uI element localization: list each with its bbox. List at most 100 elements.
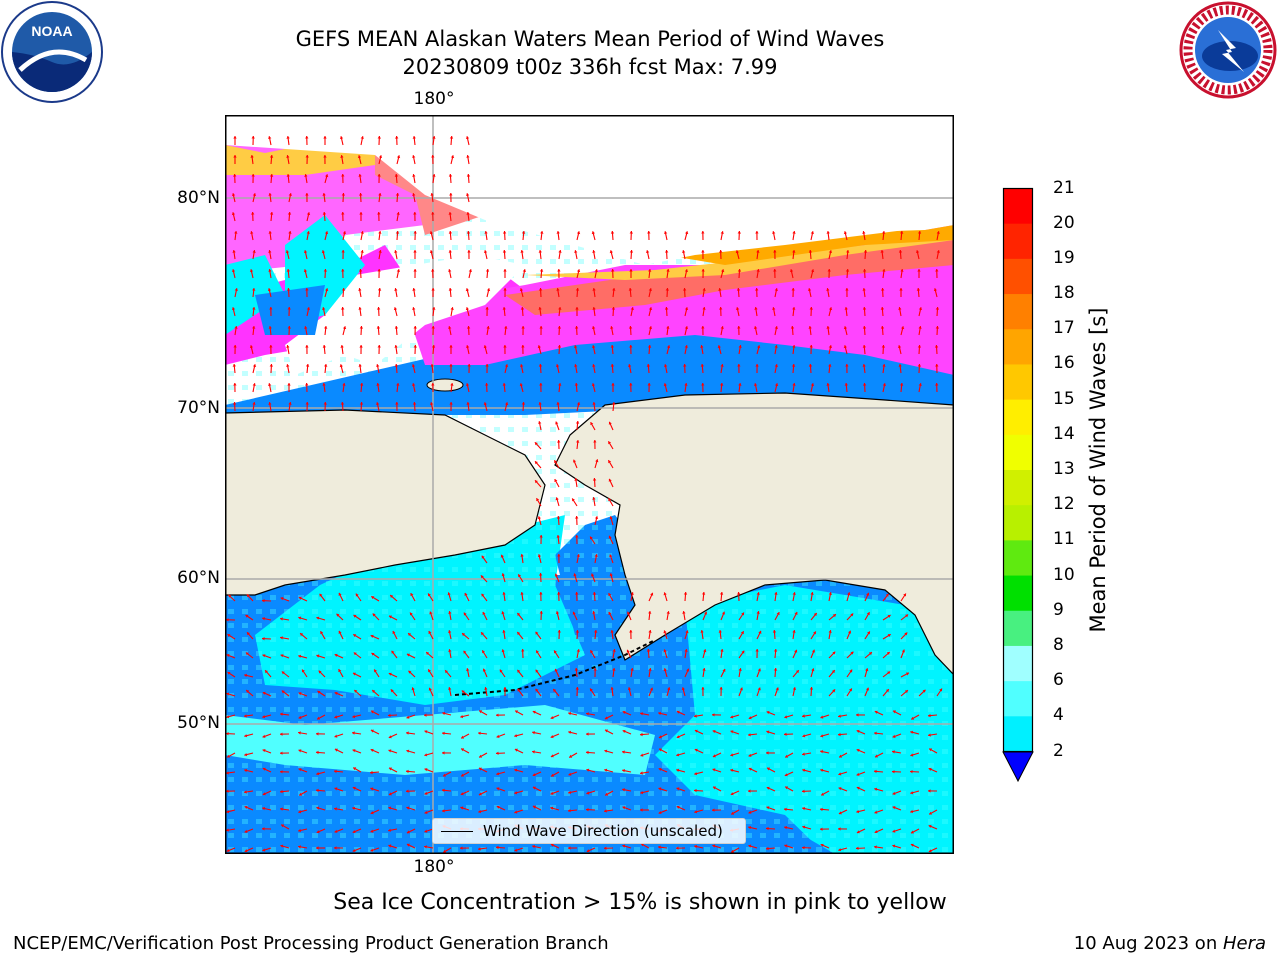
wave-arrow-head <box>886 652 890 655</box>
wave-arrow-head <box>897 345 902 348</box>
wave-arrow-head <box>881 345 886 348</box>
wave-arrow-head <box>757 668 761 672</box>
wave-arrow-head <box>755 288 759 291</box>
wave-arrow-head <box>234 231 238 234</box>
wave-arrow-head <box>342 383 346 386</box>
wave-arrow-head <box>298 768 302 772</box>
wave-arrow-head <box>640 790 644 795</box>
wave-arrow-head <box>939 688 942 692</box>
wave-arrow-head <box>590 650 594 654</box>
wave-arrow-head <box>392 631 396 634</box>
colorbar-tick-label: 6 <box>1053 670 1064 691</box>
wave-arrow-head <box>772 630 777 633</box>
wave-arrow-head <box>700 345 704 348</box>
wave-arrow-head <box>306 307 310 310</box>
wave-arrow-head <box>359 212 363 215</box>
wave-arrow-head <box>287 326 291 329</box>
wave-arrow-head <box>502 250 507 253</box>
wave-arrow-head <box>341 269 345 272</box>
wave-arrow-head <box>676 805 680 809</box>
wave-arrow-head <box>300 633 304 637</box>
wave-arrow-head <box>766 826 769 831</box>
wave-arrow-head <box>305 288 309 291</box>
wave-arrow-head <box>406 830 410 834</box>
wave-arrow-head <box>411 364 416 367</box>
lat-label-70: 70°N <box>177 398 220 418</box>
wave-arrow-head <box>792 345 796 348</box>
wave-arrow-head <box>460 714 464 719</box>
wave-arrow-head <box>665 288 669 291</box>
wave-arrow-head <box>641 843 644 847</box>
wave-arrow-head <box>885 593 889 597</box>
wave-arrow-head <box>338 592 342 596</box>
noaa-logo: NOAA <box>1 1 103 103</box>
wave-arrow-head <box>520 364 524 367</box>
wave-arrow-head <box>640 712 643 716</box>
wave-arrow-head <box>262 734 266 738</box>
wave-arrow-head <box>557 592 561 595</box>
colorbar-cell <box>1003 294 1033 330</box>
wave-arrow-head <box>622 729 626 733</box>
wave-arrow-head <box>302 669 305 673</box>
wave-arrow-head <box>410 593 414 597</box>
wave-arrow-head <box>719 592 724 595</box>
wave-arrow-head <box>610 687 614 690</box>
wave-arrow-head <box>448 611 452 614</box>
colorbar-tick-label: 10 <box>1053 564 1075 585</box>
wave-arrow-head <box>432 174 436 177</box>
colorbar <box>1002 187 1034 783</box>
wave-arrow-head <box>904 632 908 636</box>
wave-arrow-head <box>773 649 778 652</box>
wave-arrow-head <box>353 615 357 618</box>
wave-arrow-head <box>647 383 651 386</box>
wave-arrow-head <box>341 174 345 177</box>
wave-arrow-head <box>339 364 343 368</box>
wave-arrow-head <box>885 689 889 693</box>
wave-arrow-head <box>748 716 752 720</box>
wave-arrow-head <box>265 670 268 674</box>
wave-arrow-head <box>496 713 499 717</box>
wave-arrow-head <box>496 734 500 738</box>
wave-arrow-head <box>412 307 416 310</box>
wave-arrow-head <box>676 753 680 757</box>
wave-arrow-head <box>808 250 813 253</box>
wave-arrow-head <box>629 231 633 234</box>
wave-arrow-head <box>466 668 470 671</box>
wave-arrow-head <box>514 748 518 752</box>
wave-arrow-head <box>738 345 742 348</box>
wave-arrow-head <box>720 649 724 652</box>
wave-arrow-head <box>557 440 561 443</box>
wave-arrow-head <box>594 269 598 272</box>
wave-arrow-head <box>887 671 891 675</box>
wave-arrow-head <box>481 593 485 597</box>
wave-arrow-head <box>539 592 543 595</box>
wave-arrow-head <box>334 807 337 811</box>
wave-arrow-head <box>431 212 435 215</box>
wave-arrow-head <box>766 751 769 755</box>
wave-arrow-head <box>502 383 506 386</box>
wave-arrow-head <box>447 592 451 596</box>
wave-arrow-head <box>406 789 409 793</box>
wave-arrow-head <box>535 669 539 673</box>
wave-arrow-head <box>412 174 416 177</box>
svg-text:NOAA: NOAA <box>31 23 72 39</box>
wave-arrow-head <box>574 478 578 481</box>
wave-arrow-head <box>500 554 504 558</box>
wave-arrow-head <box>627 611 631 615</box>
wave-arrow-head <box>280 807 283 811</box>
wave-arrow-head <box>555 364 560 367</box>
wave-arrow-head <box>249 269 254 272</box>
wave-arrow-head <box>535 480 538 484</box>
wave-arrow-head <box>592 250 596 253</box>
wave-arrow-head <box>838 811 842 815</box>
wave-arrow-head <box>720 383 724 386</box>
wave-arrow-head <box>676 710 680 714</box>
wave-arrow-head <box>334 691 338 695</box>
wave-arrow-head <box>334 846 337 850</box>
wave-arrow-head <box>358 364 362 367</box>
wave-arrow-head <box>838 714 841 718</box>
wave-arrow-head <box>268 250 272 253</box>
wave-arrow-head <box>910 843 914 847</box>
wave-arrow-head <box>252 307 256 310</box>
wave-arrow-head <box>556 288 560 291</box>
